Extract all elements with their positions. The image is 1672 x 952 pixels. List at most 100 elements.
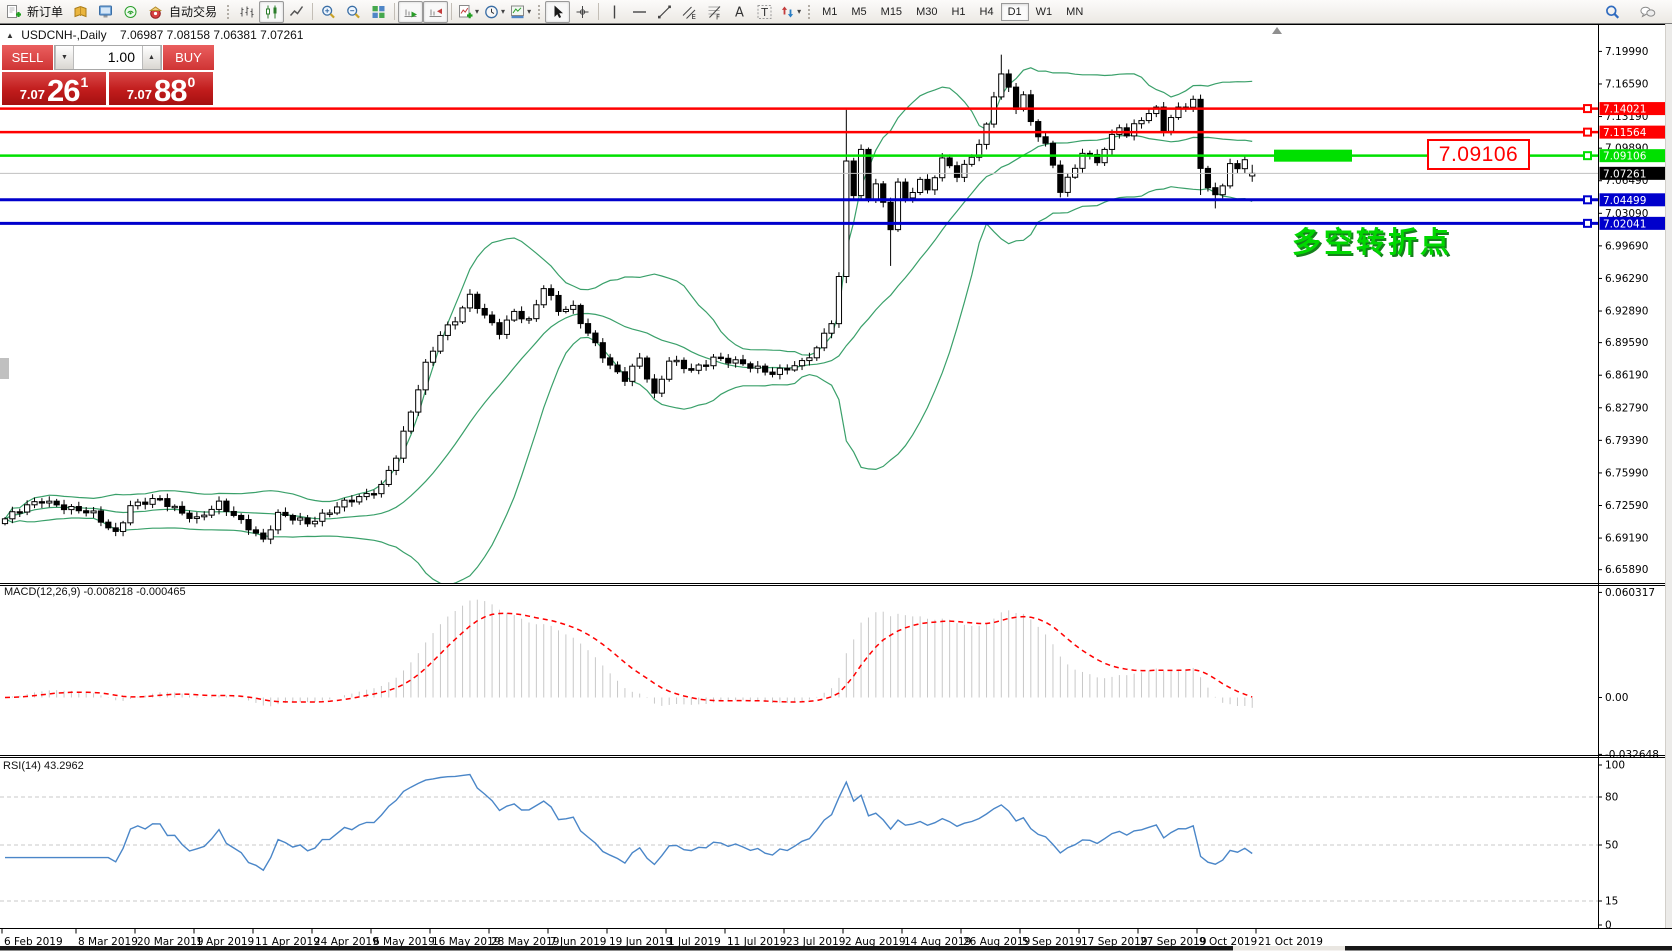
tile-icon xyxy=(370,4,387,20)
one-click-collapse-icon[interactable]: ▲ xyxy=(6,31,14,40)
text-label-button[interactable]: T xyxy=(752,1,777,23)
macd-axis-label: 0.00 xyxy=(1605,692,1628,704)
timeframe-d1[interactable]: D1 xyxy=(1000,2,1029,21)
line-chart-button[interactable] xyxy=(284,1,309,23)
new-order-button-label[interactable]: 新订单 xyxy=(27,5,64,19)
price-axis-flag-7.14021: 7.14021 xyxy=(1599,102,1666,116)
timeframe-m30[interactable]: M30 xyxy=(916,5,938,18)
linechart-icon xyxy=(288,4,305,20)
new-order-button[interactable] xyxy=(1,1,26,23)
y-axis-label: 6.79390 xyxy=(1605,435,1648,447)
trend-icon xyxy=(656,4,673,20)
svg-text:A: A xyxy=(735,5,744,20)
timeframe-m1[interactable]: M1 xyxy=(822,5,838,18)
bollinger-upper-band xyxy=(4,67,1253,520)
autotrading-button-label[interactable]: 自动交易 xyxy=(169,5,218,19)
volume-input[interactable]: 1.00 xyxy=(107,49,135,65)
sell-button[interactable]: SELL xyxy=(2,45,53,70)
arrows-button[interactable]: ▾ xyxy=(777,1,803,23)
hline-7.02041[interactable] xyxy=(0,218,1598,228)
hline-7.14021[interactable] xyxy=(0,104,1598,114)
crosshair-button[interactable] xyxy=(570,1,595,23)
chart-canvas[interactable]: 7.199907.165907.131907.098907.064907.030… xyxy=(0,24,1672,952)
hline-icon xyxy=(631,4,648,20)
macd-signal-line xyxy=(4,612,1253,703)
fibo-icon: F xyxy=(706,4,723,20)
hline-7.04499[interactable] xyxy=(0,195,1598,205)
bars-icon xyxy=(238,4,255,20)
trend-annotation-text[interactable]: 多空转折点 xyxy=(1292,227,1453,259)
dropdown-caret-icon: ▾ xyxy=(475,7,480,16)
candlestick-chart-button[interactable] xyxy=(259,0,285,23)
chart-shift-button[interactable] xyxy=(423,0,449,23)
svg-text:7.04499: 7.04499 xyxy=(1603,195,1646,207)
fibonacci-button[interactable]: F xyxy=(702,1,727,23)
autotrade-icon xyxy=(147,4,164,20)
templates-button[interactable]: ▾ xyxy=(507,1,533,23)
line-anchor-square xyxy=(1583,104,1592,114)
price-axis-flag-7.09106: 7.09106 xyxy=(1599,149,1666,163)
autotrading-button[interactable] xyxy=(143,1,168,23)
timeframe-mn[interactable]: MN xyxy=(1066,5,1084,18)
x-axis-label: 24 Apr 2019 xyxy=(314,936,379,948)
window-scrollbar-strip[interactable] xyxy=(1665,24,1672,928)
data-window-button[interactable] xyxy=(118,1,143,23)
zoom-in-button[interactable] xyxy=(316,1,341,23)
shift-icon xyxy=(427,4,444,20)
auto-scroll-button[interactable] xyxy=(398,0,424,23)
sell-price-display[interactable]: 7.07 26 1 xyxy=(2,72,106,106)
buy-price-display[interactable]: 7.07 88 0 xyxy=(109,72,213,106)
bottom-scrollbar[interactable] xyxy=(0,946,1672,951)
vline-icon xyxy=(606,4,623,20)
bar-chart-button[interactable] xyxy=(234,1,259,23)
y-axis-label: 6.92890 xyxy=(1605,306,1648,318)
trendline-button[interactable] xyxy=(652,1,677,23)
timeframe-h4[interactable]: H4 xyxy=(979,5,994,18)
cursor-button[interactable] xyxy=(545,0,571,23)
timeframe-m15[interactable]: M15 xyxy=(880,5,903,18)
periods-button[interactable]: ▾ xyxy=(481,1,507,23)
toolbar-separator xyxy=(451,3,453,20)
volume-decrease-button[interactable]: ▼ xyxy=(55,46,74,69)
template-icon xyxy=(509,4,526,20)
y-axis-label: 6.65890 xyxy=(1605,564,1648,576)
chart-ohlc-values: 7.06987 7.08158 7.06381 7.07261 xyxy=(119,28,304,42)
timeframe-w1[interactable]: W1 xyxy=(1035,5,1053,18)
timeframe-h1[interactable]: H1 xyxy=(951,5,966,18)
hline-7.09106[interactable] xyxy=(0,149,1598,162)
zoom-out-button[interactable] xyxy=(341,1,366,23)
dropdown-caret-icon: ▾ xyxy=(501,7,506,16)
price-axis: 7.199907.165907.131907.098907.064907.030… xyxy=(1598,46,1659,932)
vertical-line-button[interactable] xyxy=(602,1,627,23)
y-axis-label: 6.99690 xyxy=(1605,240,1648,252)
x-axis-label: 27 Sep 2019 xyxy=(1140,936,1207,948)
timeframe-m5[interactable]: M5 xyxy=(851,5,867,18)
indicators-icon xyxy=(457,4,474,20)
autoscroll-icon xyxy=(402,4,419,20)
x-axis-label: 20 Mar 2019 xyxy=(137,936,204,948)
price-axis-flag-7.07261: 7.07261 xyxy=(1599,166,1666,180)
y-axis-label: 6.72590 xyxy=(1605,500,1648,512)
search-button[interactable] xyxy=(1600,1,1625,23)
rsi-axis-label: 50 xyxy=(1605,840,1618,852)
toolbar-separator xyxy=(394,3,396,20)
horizontal-line-button[interactable] xyxy=(627,1,652,23)
channel-button[interactable]: E xyxy=(677,1,702,23)
line-anchor-square xyxy=(1583,127,1592,137)
pane-borders xyxy=(0,24,1672,929)
navigator-button[interactable] xyxy=(93,1,118,23)
x-axis-label: 5 Sep 2019 xyxy=(1022,936,1082,948)
chat-button[interactable] xyxy=(1635,1,1660,23)
volume-increase-button[interactable]: ▲ xyxy=(142,46,161,69)
svg-text:7.09106: 7.09106 xyxy=(1603,151,1647,163)
dropdown-caret-icon: ▾ xyxy=(797,7,802,16)
market-watch-button[interactable] xyxy=(68,1,93,23)
hline-7.11564[interactable] xyxy=(0,127,1598,137)
buy-button[interactable]: BUY xyxy=(163,45,214,70)
price-callout-box[interactable]: 7.09106 xyxy=(1427,139,1530,170)
tile-windows-button[interactable] xyxy=(366,1,391,23)
x-axis-label: 17 Sep 2019 xyxy=(1081,936,1148,948)
indicators-button[interactable]: ▾ xyxy=(455,1,481,23)
text-button[interactable]: A xyxy=(727,1,752,23)
price-axis-flag-7.11564: 7.11564 xyxy=(1599,125,1666,139)
